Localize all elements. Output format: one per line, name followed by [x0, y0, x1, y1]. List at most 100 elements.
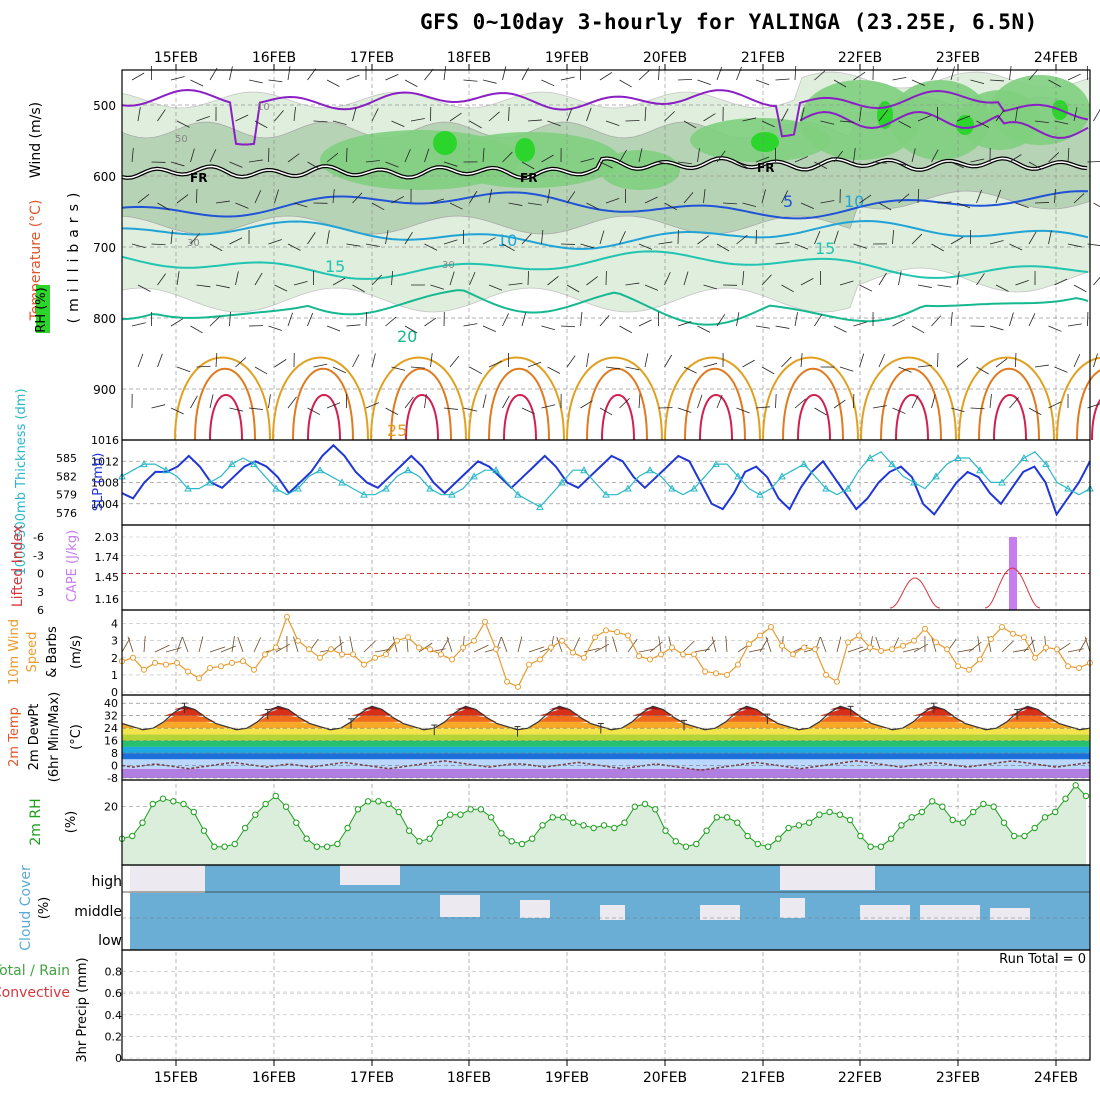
wind-barb: [1009, 243, 1023, 251]
ytick-label-li: 6: [37, 604, 44, 617]
wind-barb: [352, 107, 357, 122]
thickness-point: [976, 466, 984, 474]
wind-barb: [800, 107, 805, 122]
wind-barb: [229, 66, 233, 81]
wind-barb: [1073, 193, 1085, 204]
wind-barb: [1001, 640, 1014, 653]
wind-barb: [170, 161, 185, 167]
wind-barb: [196, 284, 211, 288]
thickness-point: [382, 484, 390, 492]
wind-barb: [917, 284, 932, 288]
wind-barb: [1048, 152, 1060, 163]
wind-barb: [209, 316, 221, 327]
isotherm-loop-25: [880, 367, 942, 441]
wind-barb: [326, 402, 341, 409]
wind-barb: [463, 79, 478, 82]
ylabel-millibars: (millibars): [66, 187, 82, 324]
wind-barb: [541, 404, 556, 409]
wind-speed-point: [735, 661, 741, 668]
wind-barb: [385, 161, 399, 168]
wind-barb: [287, 243, 301, 251]
wind-barb: [404, 396, 414, 409]
wind-speed-point: [394, 637, 400, 644]
isotherm-loop-30: [1091, 399, 1100, 441]
ylabel-temp: 2m Temp: [7, 707, 22, 767]
ylabel-cloud-units: (%): [37, 897, 52, 920]
wind-barb: [176, 194, 189, 204]
wind-barb: [677, 161, 692, 165]
wind-barb: [911, 233, 923, 245]
wind-barb: [1034, 202, 1050, 204]
wind-barb: [231, 636, 235, 653]
thickness-point: [316, 466, 324, 474]
rh2m-point: [467, 806, 474, 813]
wind-barb: [131, 72, 145, 81]
wind-barb: [248, 159, 263, 163]
temp-band: [122, 734, 1090, 741]
wind-barb: [664, 111, 675, 122]
wind-barb: [736, 66, 742, 81]
wind-barb: [131, 322, 146, 327]
ytick-label-precip: 0.8: [105, 966, 123, 979]
wind-barb: [254, 272, 263, 286]
wind-barb: [956, 271, 960, 286]
temp-band: [122, 753, 1090, 760]
wind-speed-point: [823, 671, 829, 678]
wind-barb: [365, 311, 368, 327]
wind-barb: [644, 284, 659, 291]
rh2m-point: [816, 811, 823, 818]
wind-barb: [1048, 401, 1062, 409]
wind-barb: [430, 198, 445, 204]
wind-speed-point: [537, 656, 543, 663]
wind-barb: [151, 243, 166, 246]
rh2m-point: [364, 798, 372, 805]
rh2m-point: [836, 811, 844, 818]
wind-barb: [878, 109, 888, 122]
wind-barb: [1009, 312, 1014, 327]
wind-barb: [235, 114, 249, 122]
wind-barb: [547, 366, 561, 374]
wind-barb: [742, 271, 745, 286]
isotherm-loop-20: [1056, 357, 1100, 441]
wind-barb: [313, 120, 328, 123]
thickness-point: [910, 478, 918, 486]
ylabel-rh2m-units: (%): [64, 811, 79, 834]
wind-barb: [541, 154, 554, 163]
ylabel-wind-barbs: & Barbs: [45, 626, 60, 678]
thickness-point: [206, 478, 214, 486]
wind-barb: [274, 110, 284, 122]
wind-barb: [385, 74, 399, 81]
wind-speed-point: [130, 654, 136, 661]
wind-barb: [363, 640, 376, 653]
wind-barb: [332, 366, 346, 374]
thickness-point: [448, 490, 456, 498]
wind-speed-point: [636, 653, 642, 660]
rh2m-point: [241, 824, 249, 832]
wind-barb: [599, 161, 613, 169]
ytick-label-mb: 800: [93, 312, 116, 326]
thickness-point: [140, 460, 148, 468]
isotherm-label: 5: [783, 192, 793, 211]
wind-barb: [404, 79, 418, 87]
wind-barb: [976, 189, 982, 204]
wind-speed-point: [790, 651, 796, 658]
wind-barb: [917, 115, 932, 122]
wind-barb: [1054, 189, 1056, 204]
wind-barb: [1034, 120, 1049, 124]
wind-speed-point: [999, 624, 1005, 630]
wind-barb: [430, 284, 444, 290]
wind-barb: [902, 647, 919, 653]
rh2m-point: [1082, 792, 1090, 800]
wind-barb: [253, 637, 262, 653]
wind-barb: [619, 149, 627, 163]
isotherm-loop-20: [272, 356, 369, 441]
isotherm-loop-25: [292, 367, 354, 441]
wind-barb: [594, 643, 610, 653]
ylabel-precip: 3hr Precip (mm): [75, 957, 90, 1062]
wind-barb: [917, 188, 920, 204]
wind-barb: [586, 107, 592, 122]
wind-speed-point: [284, 613, 290, 620]
run-total-label: Run Total = 0: [999, 952, 1086, 967]
temp-band: [122, 759, 1090, 769]
